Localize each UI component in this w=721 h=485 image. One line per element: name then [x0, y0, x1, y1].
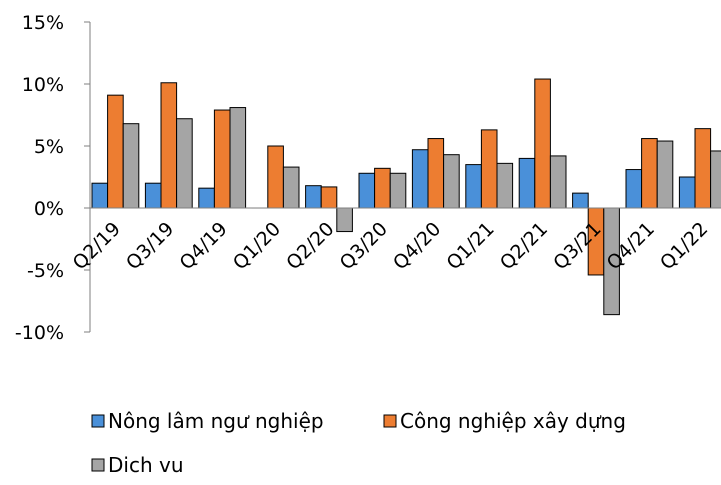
bar-1-Q4-19: [198, 187, 215, 209]
bar-2-Q1-20: [267, 145, 284, 209]
x-tick-label: Q2/21: [496, 218, 552, 274]
y-tick-label: -10%: [15, 322, 64, 344]
legend-swatch: [91, 458, 105, 472]
bar-3-Q3-20: [389, 172, 407, 209]
y-tick-label: 5%: [34, 136, 64, 158]
x-tick-label: Q4/19: [175, 218, 231, 274]
legend: Nông lâm ngư nghiệp Công nghiệp xây dựng D…: [91, 409, 626, 477]
legend-item: Nông lâm ngư nghiệp: [91, 409, 324, 433]
bar-3-Q3-19: [176, 118, 193, 209]
bar-1-Q1-21: [465, 164, 482, 209]
legend-swatch: [91, 414, 105, 428]
bar-1-Q4-20: [411, 149, 429, 209]
bar-1-Q1-22: [678, 176, 696, 209]
bar-3-Q4-20: [443, 154, 460, 209]
legend-label: Nông lâm ngư nghiệp: [108, 409, 324, 433]
bar-3-Q2-21: [549, 155, 567, 209]
y-axis: 15% 10% 5% 0% -5% -10%: [15, 12, 721, 344]
bar-2-Q1-22: [694, 128, 712, 209]
bar-3-Q4-21: [656, 140, 674, 209]
bar-3-Q1-21: [496, 162, 514, 209]
x-tick-label: Q4/20: [389, 218, 445, 274]
x-tick-label: Q3/19: [122, 218, 178, 274]
bar-2-Q2-21: [534, 78, 551, 209]
bar-3-Q2-19: [122, 123, 140, 209]
bar-1-Q2-20: [305, 185, 322, 209]
bar-2-Q4-19: [213, 109, 231, 209]
x-tick-label: Q2/20: [282, 218, 338, 274]
legend-item: Dich vu: [91, 453, 184, 477]
y-tick-label: 0%: [34, 198, 64, 220]
y-tick-label: -5%: [27, 260, 64, 282]
bar-1-Q2-19: [91, 182, 109, 209]
bar-2-Q3-20: [374, 167, 391, 209]
bar-2-Q3-19: [160, 82, 178, 209]
bar-1-Q3-21: [572, 192, 589, 209]
plot-area: [91, 78, 721, 316]
bar-1-Q4-21: [625, 169, 643, 209]
x-tick-label: Q1/20: [229, 218, 285, 274]
bar-1-Q2-21: [518, 157, 536, 209]
legend-item: Công nghiệp xây dựng: [383, 409, 626, 433]
bar-2-Q1-21: [480, 129, 498, 209]
legend-swatch: [383, 414, 397, 428]
bar-3-Q2-20: [336, 207, 353, 233]
x-tick-label: Q2/19: [69, 218, 125, 274]
bar-2-Q4-21: [641, 138, 658, 209]
y-tick-label: 10%: [22, 74, 64, 96]
y-tick-label: 15%: [22, 12, 64, 34]
bar-3-Q4-19: [229, 107, 247, 209]
legend-label: Dich vu: [108, 453, 184, 477]
bar-1-Q3-19: [144, 182, 162, 209]
x-tick-label: Q1/22: [656, 218, 712, 274]
bar-2-Q4-20: [427, 138, 445, 209]
legend-label: Công nghiệp xây dựng: [400, 409, 626, 433]
bar-3-Q1-22: [710, 150, 721, 209]
bar-2-Q2-20: [320, 186, 338, 209]
bar-3-Q1-20: [282, 166, 300, 209]
bar-1-Q3-20: [358, 172, 376, 209]
x-tick-label: Q1/21: [442, 218, 498, 274]
bar-2-Q2-19: [107, 94, 124, 209]
